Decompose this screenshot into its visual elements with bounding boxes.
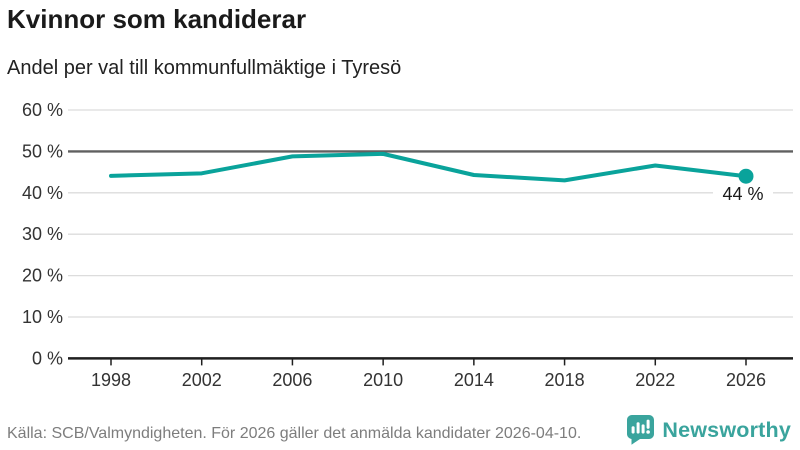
source-text: Källa: SCB/Valmyndigheten. För 2026 gäll… [7, 425, 582, 442]
svg-text:0 %: 0 % [32, 348, 63, 368]
svg-text:2022: 2022 [635, 370, 675, 390]
svg-text:2010: 2010 [363, 370, 403, 390]
newsworthy-icon [627, 415, 655, 445]
newsworthy-wordmark: Newsworthy [662, 417, 791, 442]
svg-text:2002: 2002 [182, 370, 222, 390]
chart-header: Kvinnor som kandiderar Andel per val til… [7, 4, 793, 80]
svg-text:1998: 1998 [91, 370, 131, 390]
chart-subtitle: Andel per val till kommunfullmäktige i T… [7, 57, 402, 80]
svg-text:2014: 2014 [454, 370, 494, 390]
svg-text:30 %: 30 % [22, 224, 63, 244]
svg-text:10 %: 10 % [22, 307, 63, 327]
svg-text:40 %: 40 % [22, 183, 63, 203]
svg-text:2026: 2026 [726, 370, 766, 390]
svg-text:20 %: 20 % [22, 266, 63, 286]
line-chart: 0 % 10 % 20 % 30 % 40 % 50 % 60 % 1998 2002 2006 2… [22, 100, 793, 390]
svg-text:2006: 2006 [272, 370, 312, 390]
newsworthy-logo: Newsworthy [627, 415, 791, 445]
svg-text:60 %: 60 % [22, 100, 63, 120]
svg-text:44 %: 44 % [722, 184, 763, 204]
svg-text:50 %: 50 % [22, 141, 63, 161]
svg-text:2018: 2018 [545, 370, 585, 390]
page-title: Kvinnor som kandiderar [7, 4, 307, 34]
chart-footer: Källa: SCB/Valmyndigheten. För 2026 gäll… [0, 406, 800, 450]
